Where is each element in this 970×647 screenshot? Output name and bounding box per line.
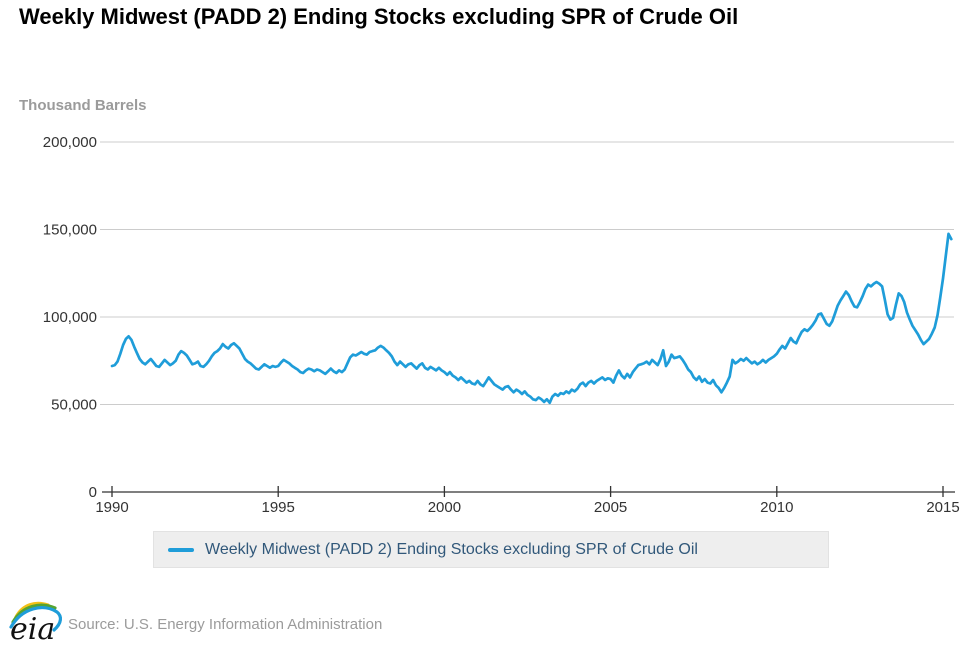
- y-tick-label: 200,000: [43, 134, 97, 151]
- y-axis-unit-label: Thousand Barrels: [19, 97, 147, 114]
- y-tick-label: 100,000: [43, 309, 97, 326]
- legend: Weekly Midwest (PADD 2) Ending Stocks ex…: [153, 531, 829, 568]
- source-text: Source: U.S. Energy Information Administ…: [68, 616, 383, 633]
- x-tick-label: 2000: [428, 499, 461, 516]
- x-tick-label: 1995: [262, 499, 295, 516]
- x-tick-label: 2015: [926, 499, 959, 516]
- series-line: [110, 232, 953, 405]
- eia-logo-text: eia: [10, 612, 55, 643]
- legend-line-swatch: [168, 547, 194, 552]
- logo-arc-blue: [9, 606, 62, 632]
- y-tick-label: 150,000: [43, 222, 97, 239]
- y-tick-label: 0: [89, 484, 97, 501]
- chart-title: Weekly Midwest (PADD 2) Ending Stocks ex…: [19, 4, 739, 29]
- legend-label: Weekly Midwest (PADD 2) Ending Stocks ex…: [205, 540, 698, 558]
- x-tick-label: 2010: [760, 499, 793, 516]
- x-tick-label: 1990: [95, 499, 128, 516]
- eia-logo: eia: [9, 601, 62, 643]
- x-tick-label: 2005: [594, 499, 627, 516]
- y-tick-label: 50,000: [51, 397, 97, 414]
